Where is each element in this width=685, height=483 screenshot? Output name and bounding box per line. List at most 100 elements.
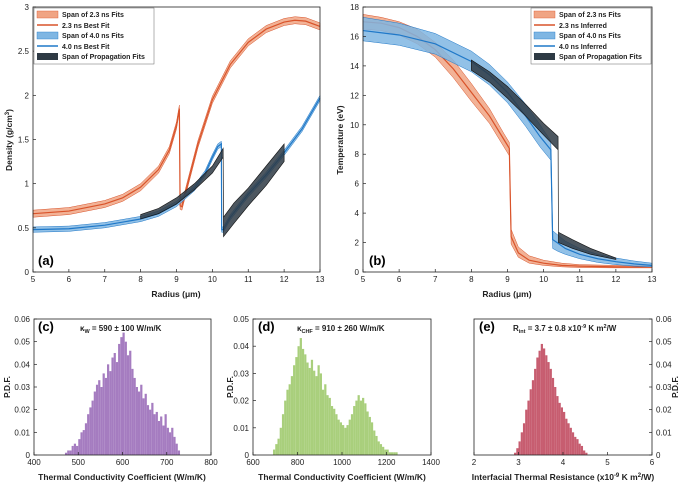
panel-d-xtick-label: 800 [291, 458, 305, 467]
panel-d-histogram: 600 800 1000 1200 140000.010.020.030.040.05 … [225, 315, 440, 482]
b-legend-swatch-orange-span [533, 10, 556, 19]
panel-b-xlabel: Radius (μm) [482, 289, 531, 299]
panel-c-bar [140, 384, 143, 455]
panel-e-bar [560, 407, 563, 455]
panel-e-bar [551, 377, 555, 455]
panel-c-bar [80, 432, 83, 455]
panel-d-bar [355, 400, 358, 455]
panel-a-ytick-label: 2.5 [18, 47, 30, 56]
panel-a-xtick-label: 7 [103, 275, 108, 284]
a-legend-entry: Span of 4.0 ns Fits [62, 33, 124, 40]
panel-a-ytick-label: 3 [25, 3, 30, 12]
panel-d-bar [279, 427, 282, 455]
panel-b-ytick-label: 10 [350, 121, 359, 130]
a-legend-entry: Span of Propagation Fits [62, 54, 145, 61]
panel-b-ytick-label: 2 [355, 239, 360, 248]
panel-d-bar [326, 395, 329, 455]
panel-c-bar [93, 391, 96, 455]
panel-d-bar [335, 414, 338, 455]
panel-c-bar [111, 357, 114, 455]
panel-d-bar [393, 452, 396, 455]
panel-d-bar [388, 452, 391, 455]
panel-a-xtick-label: 11 [244, 275, 253, 284]
panel-d-label: (d) [258, 319, 275, 334]
panel-c-ytick-label: 0.06 [14, 315, 30, 324]
panel-a-ytick-label: 2 [25, 91, 30, 100]
panel-d-bar [377, 441, 380, 455]
panel-c-histogram: 400 500 600 700 800 0 0.01 0.02 0.03 0.04 0.05 0.06… [2, 315, 218, 482]
panel-c-label: (c) [38, 319, 54, 334]
panel-e-bar [547, 362, 550, 455]
panel-b-ytick-label: 18 [350, 3, 359, 12]
panel-a-legend: Span of 2.3 ns Fits 2.3 ns Best Fit Span… [33, 7, 155, 65]
panel-a-ytick-label: 1.5 [18, 136, 30, 145]
panel-d-bar [275, 444, 278, 455]
panel-c-bar [69, 450, 72, 455]
panel-b-xtick-label: 13 [648, 275, 657, 284]
panel-e-xtick-label: 3 [516, 458, 521, 467]
panel-e-bar [571, 432, 575, 455]
panel-d-bar [339, 422, 342, 455]
panel-e-ytick-label: 0.03 [656, 383, 672, 392]
panel-d-bar [315, 376, 318, 455]
panel-d-bar [299, 338, 302, 455]
panel-c-bar [102, 373, 105, 455]
panel-a-band-span-of-propagation-fits [140, 143, 285, 238]
panel-d-bar [348, 419, 351, 455]
panel-b-line-4-0-ns-inferred [362, 29, 653, 266]
panel-c-annotation: κW = 590 ± 100 W/m/K [80, 324, 162, 335]
panel-c-bar [124, 341, 127, 455]
panel-d-bar [281, 414, 285, 455]
panel-d-ytick-label: 0.04 [233, 342, 249, 351]
panel-a-xtick-label: 13 [316, 275, 325, 284]
panel-c-bar [129, 350, 132, 455]
b-legend-swatch-blue-span [533, 31, 556, 40]
panel-e-xtick-label: 2 [472, 458, 477, 467]
panel-e-bar [578, 443, 581, 455]
panel-d-bar [362, 397, 365, 455]
panel-e-bar [542, 348, 546, 455]
panel-b-ylabel: Temperature (eV) [335, 105, 345, 174]
panel-e-bar [563, 411, 566, 455]
panel-d-bar [328, 397, 331, 455]
panel-e-bar [538, 350, 541, 455]
panel-c-ticks: 400 500 600 700 800 0 0.01 0.02 0.03 0.04 0.05 0.06 [14, 315, 218, 467]
panel-b-ytick-label: 14 [350, 62, 359, 71]
panel-d-bar [297, 346, 300, 455]
panel-e-bar [583, 450, 586, 455]
panel-c-bar [73, 443, 77, 455]
panel-d-bar [370, 422, 374, 455]
panel-d-bar [337, 419, 340, 455]
panel-d-xtick-label: 1000 [333, 458, 351, 467]
panel-e-ticks: 2 3 4 5 60 0.01 0.02 0.03 0.04 0.05 0.06 [472, 315, 672, 467]
panel-d-xtick-label: 1200 [378, 458, 396, 467]
panel-e-bar [549, 368, 552, 455]
panel-d-bar [301, 348, 305, 455]
panel-c-bar [173, 436, 176, 455]
panel-c-bar [64, 452, 68, 455]
panel-d-bar [304, 354, 307, 455]
panel-c-bar [126, 355, 130, 455]
b-legend-swatch-black-span [534, 53, 555, 60]
panel-d-bar [344, 427, 347, 455]
panel-c-bar [76, 445, 79, 455]
panel-b-ytick-label: 16 [350, 32, 359, 41]
panel-c-bar [67, 450, 70, 455]
panel-e-bar [580, 445, 584, 455]
panel-d-bar [350, 414, 354, 455]
b-legend-entry: 2.3 ns Inferred [559, 23, 607, 30]
panel-e-xtick-label: 4 [561, 458, 566, 467]
panel-c-bar [98, 380, 101, 455]
panel-c-ytick-label: 0.04 [14, 360, 30, 369]
panel-e-ylabel: P.D.F. [670, 376, 680, 398]
panel-c-bar [146, 405, 150, 455]
panel-d-bar [333, 408, 336, 455]
panel-d-xlabel: Thermal Conductivity Coefficient (W/m/K) [258, 472, 426, 482]
panel-c-bar [84, 423, 88, 455]
panel-e-ytick-label: 0.02 [656, 406, 672, 415]
panel-d-bar [295, 357, 298, 455]
panel-c-xtick-label: 400 [27, 458, 41, 467]
panel-b-band-span-of-propagation-fits [471, 59, 617, 260]
panel-d-bar [342, 425, 345, 455]
panel-b-ytick-label: 6 [355, 180, 360, 189]
